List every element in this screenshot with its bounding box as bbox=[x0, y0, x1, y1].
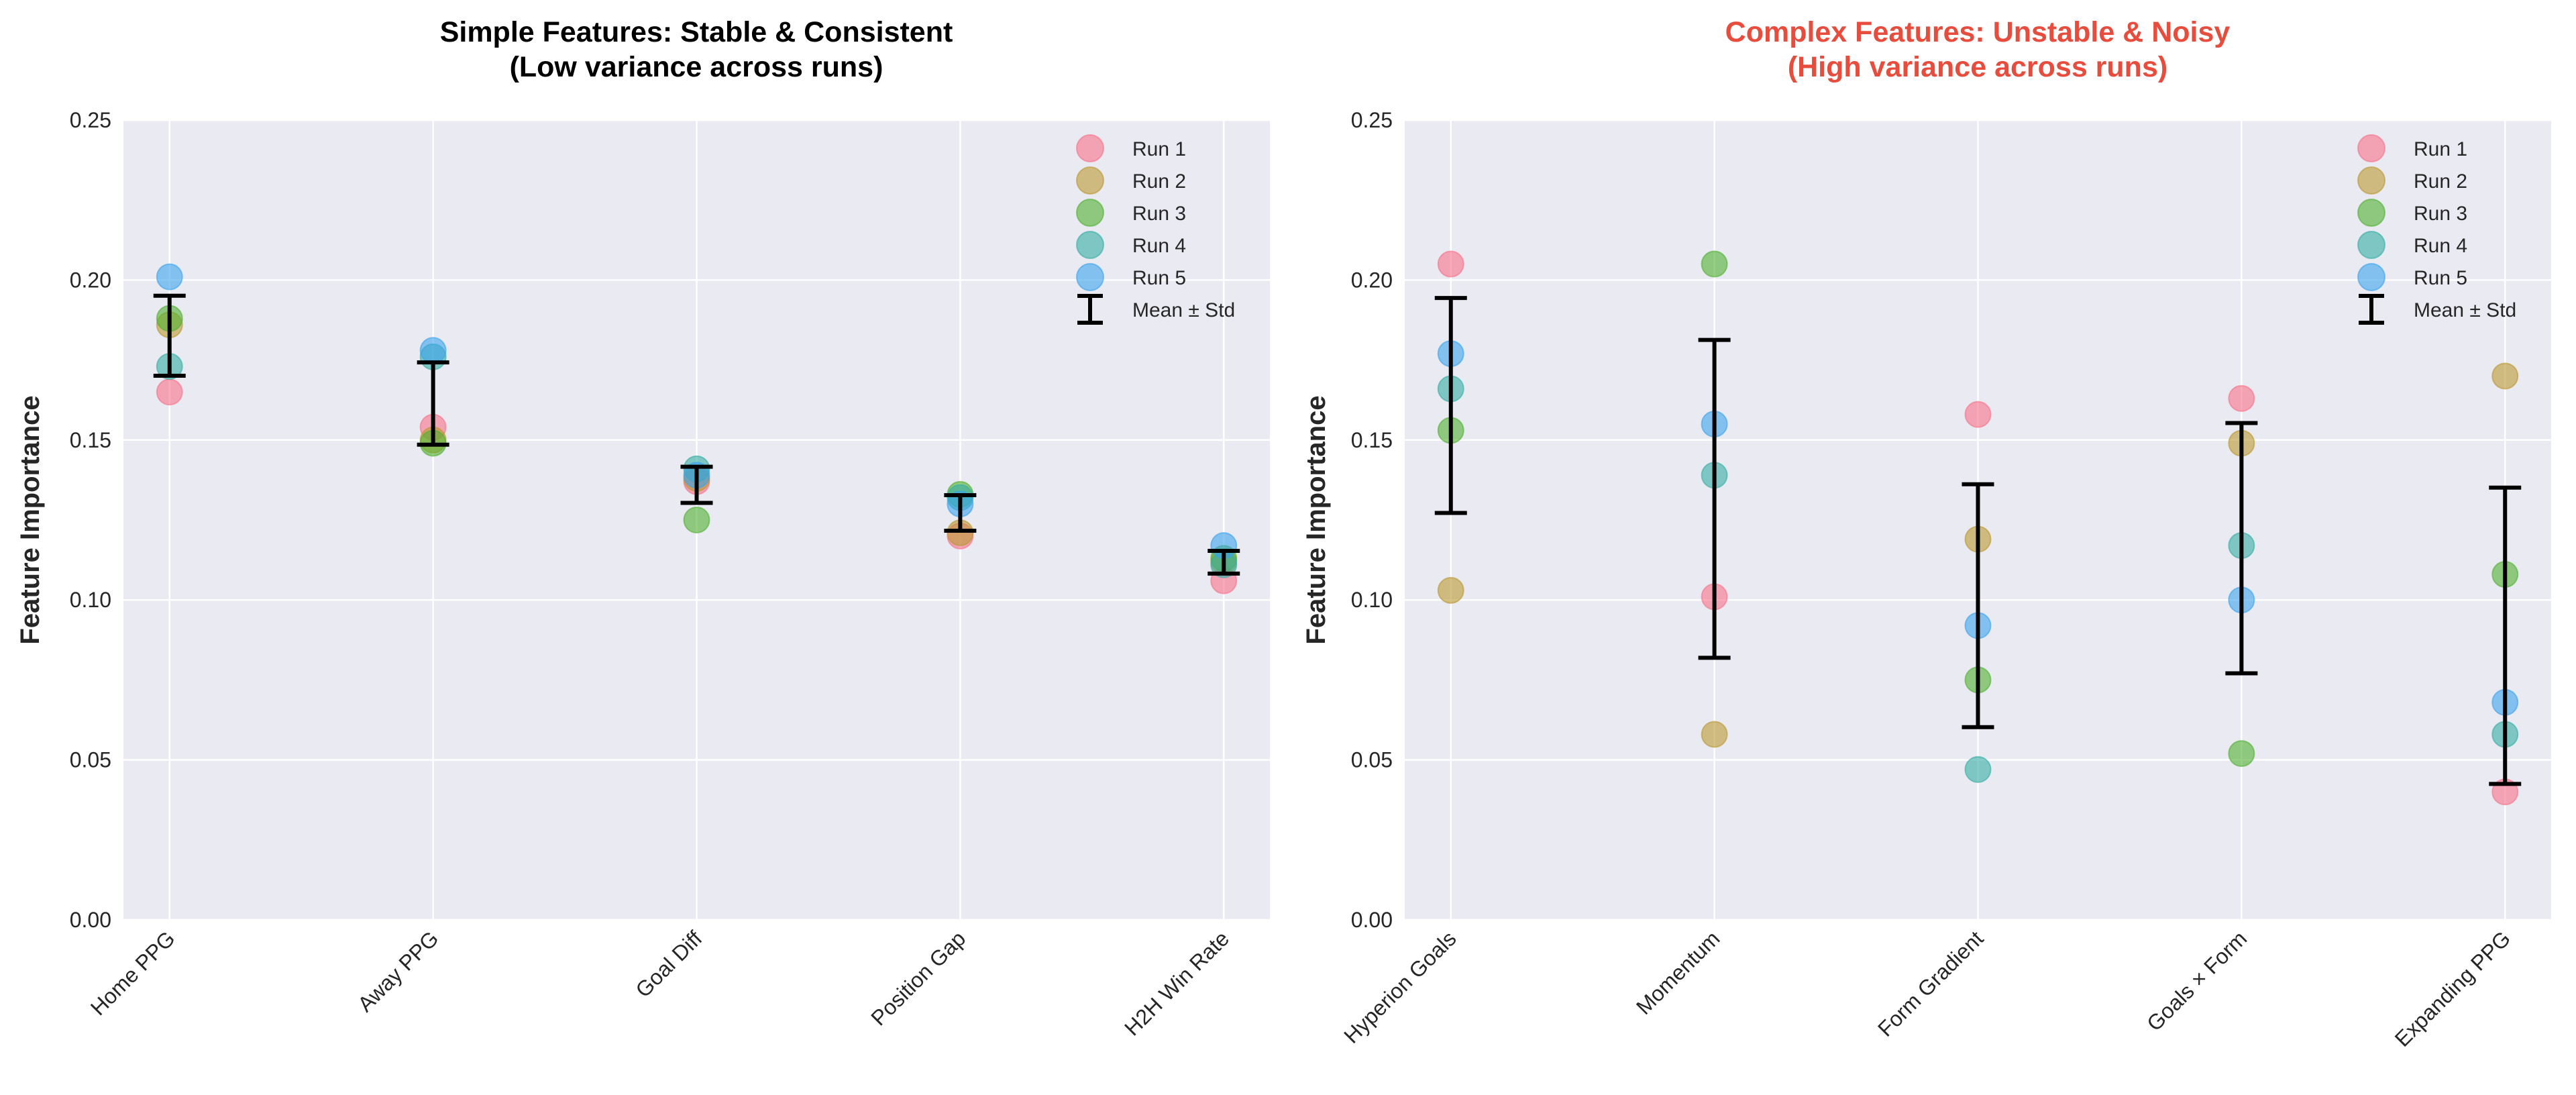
data-point-run-3 bbox=[1701, 250, 1728, 278]
legend-label: Run 2 bbox=[1132, 170, 1186, 193]
y-tick-label: 0.05 bbox=[70, 748, 111, 772]
right-y-axis-label: Feature Importance bbox=[1301, 395, 1331, 644]
y-tick-label: 0.15 bbox=[70, 428, 111, 452]
data-point-run-5 bbox=[419, 337, 447, 364]
legend-marker-run-3 bbox=[2357, 199, 2385, 227]
data-point-run-3 bbox=[2228, 740, 2255, 768]
legend-label-mean-std: Mean ± Std bbox=[1132, 299, 1235, 321]
y-tick-label: 0.00 bbox=[70, 908, 111, 932]
error-bar bbox=[1208, 549, 1240, 576]
error-bar bbox=[1698, 337, 1731, 660]
y-tick-label: 0.20 bbox=[1351, 268, 1393, 292]
legend-label: Run 4 bbox=[2414, 235, 2467, 257]
legend-label: Run 2 bbox=[2414, 170, 2467, 193]
x-tick-label: Home PPG bbox=[86, 926, 180, 1020]
error-bar bbox=[153, 293, 186, 378]
x-tick-label: Hyperion Goals bbox=[1339, 926, 1460, 1047]
y-tick-label: 0.25 bbox=[1351, 108, 1393, 132]
x-tick-label: H2H Win Rate bbox=[1120, 926, 1234, 1040]
legend-label: Run 5 bbox=[2414, 267, 2467, 289]
x-tick-label: Goals × Form bbox=[2142, 926, 2251, 1035]
legend-marker-run-1 bbox=[2357, 134, 2385, 162]
legend-marker-run-2 bbox=[1076, 166, 1104, 195]
legend-label-mean-std: Mean ± Std bbox=[2414, 299, 2516, 321]
error-bar bbox=[1962, 482, 1994, 729]
legend-label: Run 3 bbox=[1132, 203, 1186, 225]
legend-marker-run-4 bbox=[1076, 231, 1104, 259]
legend-label: Run 5 bbox=[1132, 267, 1186, 289]
y-tick-label: 0.10 bbox=[1351, 588, 1393, 612]
legend-label: Run 3 bbox=[2414, 203, 2467, 225]
error-bar bbox=[680, 464, 713, 505]
data-point-run-3 bbox=[683, 507, 710, 533]
legend-label: Run 1 bbox=[2414, 138, 2467, 160]
legend-marker-run-3 bbox=[1076, 199, 1104, 227]
right-title: Complex Features: Unstable & Noisy bbox=[1725, 16, 2231, 48]
x-tick-label: Away PPG bbox=[353, 926, 443, 1016]
x-tick-label: Goal Diff bbox=[631, 926, 706, 1002]
y-tick-label: 0.25 bbox=[70, 108, 111, 132]
error-bar bbox=[1434, 296, 1467, 515]
right-subtitle: (High variance across runs) bbox=[1788, 51, 2167, 83]
legend-label: Run 1 bbox=[1132, 138, 1186, 160]
left-subtitle: (Low variance across runs) bbox=[510, 51, 883, 83]
y-tick-label: 0.05 bbox=[1351, 748, 1393, 772]
legend-marker-run-5 bbox=[1076, 263, 1104, 291]
data-point-run-2 bbox=[1701, 721, 1728, 748]
x-tick-label: Momentum bbox=[1631, 926, 1725, 1019]
data-point-run-2 bbox=[1437, 576, 1464, 604]
error-bar bbox=[944, 492, 977, 533]
y-tick-label: 0.00 bbox=[1351, 908, 1393, 932]
legend-marker-run-2 bbox=[2357, 166, 2385, 195]
legend-label: Run 4 bbox=[1132, 235, 1186, 257]
data-point-run-1 bbox=[1437, 250, 1464, 278]
legend-marker-run-1 bbox=[1076, 134, 1104, 162]
data-point-run-2 bbox=[2491, 362, 2519, 390]
x-tick-label: Form Gradient bbox=[1873, 926, 1988, 1041]
legend-marker-run-4 bbox=[2357, 231, 2385, 259]
y-tick-label: 0.20 bbox=[70, 268, 111, 292]
y-tick-label: 0.15 bbox=[1351, 428, 1393, 452]
error-bar bbox=[417, 360, 449, 447]
data-point-run-1 bbox=[1964, 401, 1992, 428]
data-point-run-1 bbox=[156, 378, 183, 406]
left-y-axis-label: Feature Importance bbox=[15, 395, 45, 644]
left-title: Simple Features: Stable & Consistent bbox=[440, 16, 953, 48]
data-point-run-5 bbox=[156, 263, 183, 291]
left-panel-simple-features: 0.00 0.05 0.10 0.15 0.20 0.25 Home PPG Away PPG… bbox=[15, 16, 1270, 1041]
legend-marker-run-5 bbox=[2357, 263, 2385, 291]
right-panel-complex-features: 0.00 0.05 0.10 0.15 0.20 0.25 Hyperion Goals Mo… bbox=[1301, 16, 2551, 1051]
legend: Run 1 Run 2 Run 3 Run 4 Run 5 Mean ± Std bbox=[1076, 134, 1235, 325]
data-point-run-4 bbox=[1964, 755, 1992, 783]
x-tick-label: Expanding PPG bbox=[2390, 926, 2515, 1051]
y-tick-label: 0.10 bbox=[70, 588, 111, 612]
x-tick-label: Position Gap bbox=[866, 926, 970, 1030]
legend: Run 1 Run 2 Run 3 Run 4 Run 5 Mean ± Std bbox=[2357, 134, 2516, 325]
data-point-run-1 bbox=[2228, 384, 2255, 412]
error-bar bbox=[2225, 421, 2258, 676]
error-bar bbox=[2489, 485, 2522, 786]
